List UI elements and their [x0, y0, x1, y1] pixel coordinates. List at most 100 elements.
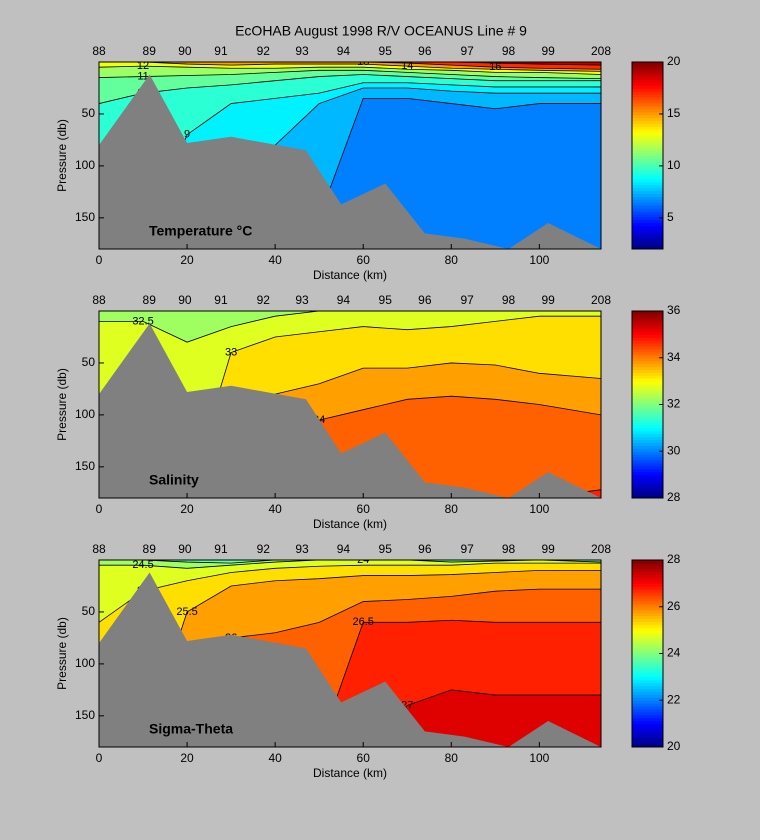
contour-band	[99, 560, 601, 564]
colorbar-step	[632, 178, 663, 183]
colorbar-tick-label: 10	[667, 158, 681, 172]
station-label: 89	[143, 542, 157, 556]
colorbar-step	[632, 732, 663, 736]
colorbar-step	[632, 111, 663, 116]
colorbar-step	[632, 565, 663, 570]
colorbar-step	[632, 433, 663, 438]
colorbar-step	[632, 416, 663, 420]
colorbar-step	[632, 644, 663, 649]
colorbar-step	[632, 580, 663, 584]
x-tick-label: 40	[268, 751, 282, 765]
contour-band	[99, 560, 601, 747]
contour-label: 11	[137, 70, 148, 82]
station-label: 99	[541, 293, 555, 307]
colorbar-step	[632, 462, 663, 467]
colorbar-step	[632, 711, 663, 716]
colorbar-step	[632, 181, 663, 186]
colorbar-step	[632, 170, 663, 174]
station-label: 91	[214, 293, 228, 307]
colorbar-step	[632, 202, 663, 206]
station-label: 97	[460, 293, 474, 307]
station-label: 94	[337, 293, 351, 307]
bathymetry	[99, 323, 601, 498]
panel-label: Sigma-Theta	[149, 721, 233, 737]
x-tick-label: 0	[96, 502, 103, 516]
colorbar-step	[632, 738, 663, 742]
colorbar-step	[632, 219, 663, 224]
colorbar-step	[632, 633, 663, 637]
colorbar-step	[632, 216, 663, 221]
colorbar-step	[632, 231, 663, 235]
x-tick-label: 40	[268, 253, 282, 267]
colorbar-step	[632, 618, 663, 622]
colorbar-step	[632, 589, 663, 593]
colorbar-step	[632, 471, 663, 476]
colorbar-step	[632, 600, 663, 605]
colorbar-step	[632, 114, 663, 119]
colorbar-step	[632, 135, 663, 139]
colorbar-step	[632, 158, 663, 162]
colorbar-step	[632, 97, 663, 101]
colorbar-step	[632, 577, 663, 581]
colorbar-step	[632, 595, 663, 599]
colorbar-step	[632, 410, 663, 414]
y-axis-title: Pressure (db)	[55, 617, 69, 690]
colorbar-step	[632, 688, 663, 692]
colorbar-step	[632, 225, 663, 230]
colorbar-step	[632, 343, 663, 347]
colorbar-step	[632, 703, 663, 707]
contour-label: 12	[137, 60, 149, 72]
colorbar-step	[632, 445, 663, 449]
colorbar-step	[632, 483, 663, 487]
colorbar-step	[632, 389, 663, 394]
colorbar-step	[632, 237, 663, 241]
colorbar-step	[632, 439, 663, 443]
colorbar-step	[632, 384, 663, 388]
colorbar-step	[632, 630, 663, 634]
colorbar-step	[632, 726, 663, 730]
contour-line	[99, 315, 601, 498]
colorbar-step	[632, 612, 663, 617]
y-tick-label: 50	[82, 106, 96, 120]
contour-line	[99, 560, 601, 569]
station-label: 96	[418, 293, 432, 307]
colorbar-step	[632, 404, 663, 408]
station-label: 92	[257, 293, 271, 307]
x-tick-label: 20	[180, 751, 194, 765]
colorbar-tick-label: 30	[667, 443, 681, 457]
station-label: 90	[178, 542, 192, 556]
x-axis-title: Distance (km)	[313, 766, 387, 780]
colorbar-step	[632, 489, 663, 493]
colorbar-step	[632, 146, 663, 151]
colorbar-step	[632, 592, 663, 596]
colorbar-step	[632, 190, 663, 194]
contour-line	[99, 311, 601, 343]
station-label: 92	[257, 542, 271, 556]
plot-frame	[98, 310, 602, 499]
colorbar-step	[632, 568, 663, 573]
contour-line	[99, 65, 601, 75]
colorbar-step	[632, 720, 663, 725]
colorbar-step	[632, 571, 663, 576]
colorbar-step	[632, 419, 663, 423]
colorbar-step	[632, 88, 663, 92]
colorbar-step	[632, 647, 663, 652]
colorbar-step	[632, 99, 663, 104]
colorbar-step	[632, 621, 663, 625]
contour-line	[99, 689, 601, 747]
colorbar-step	[632, 583, 663, 587]
colorbar-step	[632, 346, 663, 350]
plot: 789101112141618	[99, 60, 601, 249]
colorbar-step	[632, 424, 663, 429]
colorbar-step	[632, 105, 663, 110]
x-tick-label: 0	[96, 751, 103, 765]
panel-label: Temperature °C	[149, 223, 252, 239]
x-tick-label: 100	[529, 502, 549, 516]
contour-label: 24.5	[132, 559, 153, 571]
y-axis-title: Pressure (db)	[55, 368, 69, 441]
x-tick-label: 80	[445, 751, 459, 765]
station-label: 96	[418, 542, 432, 556]
colorbar-step	[632, 363, 663, 368]
colorbar-step	[632, 132, 663, 136]
y-axis-title: Pressure (db)	[55, 119, 69, 192]
